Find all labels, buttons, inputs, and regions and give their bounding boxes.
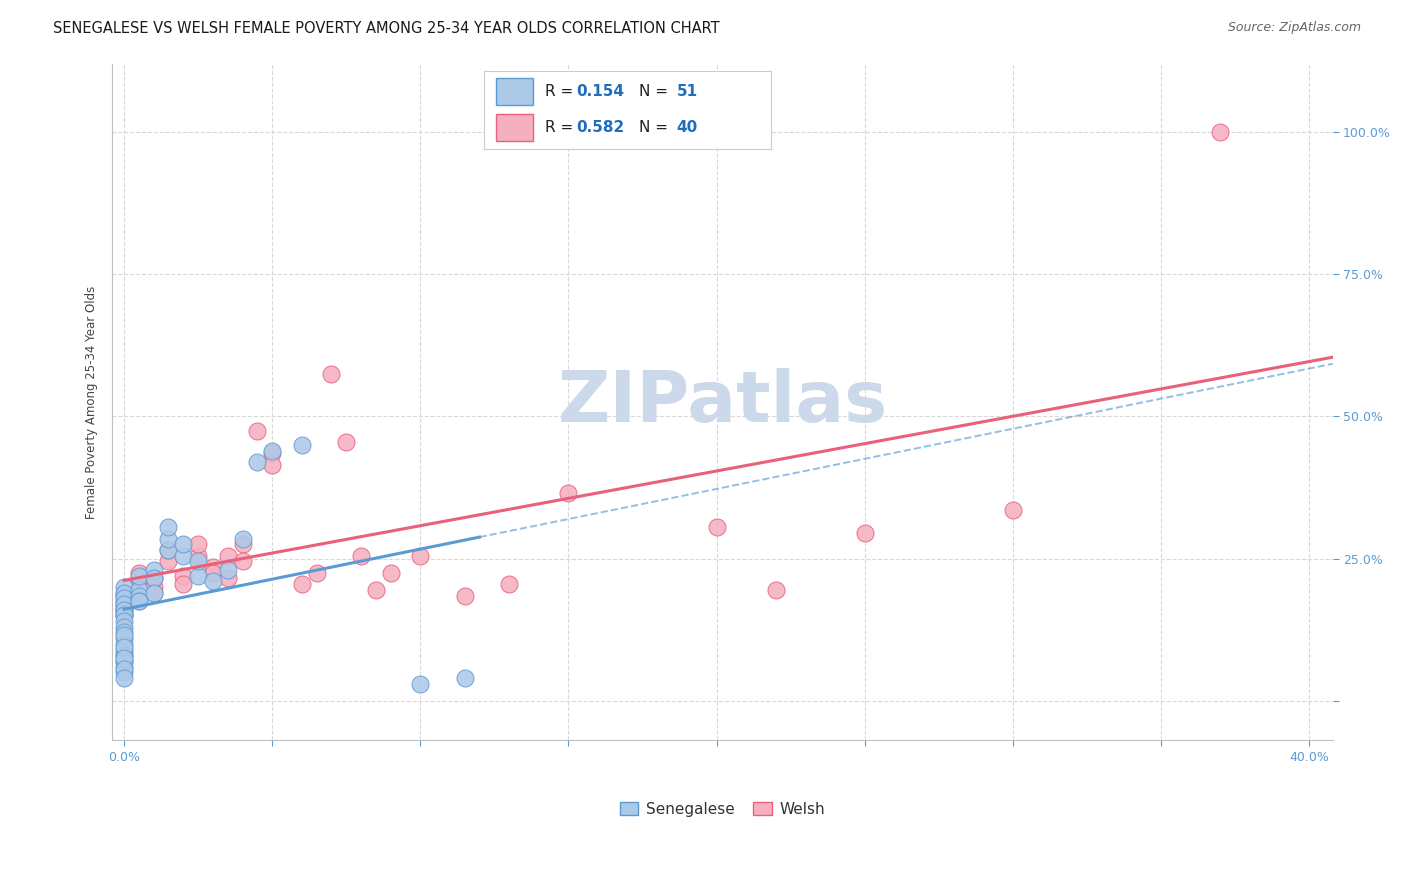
Point	[112, 594, 135, 608]
Point	[853, 526, 876, 541]
Point	[112, 585, 135, 599]
Point	[187, 554, 209, 568]
Point	[305, 566, 328, 580]
Point	[112, 603, 135, 617]
Point	[765, 582, 787, 597]
Y-axis label: Female Poverty Among 25-34 Year Olds: Female Poverty Among 25-34 Year Olds	[86, 285, 98, 519]
Point	[291, 577, 314, 591]
Point	[112, 608, 135, 623]
Point	[262, 458, 284, 472]
Point	[380, 566, 402, 580]
Point	[187, 568, 209, 582]
Point	[172, 537, 194, 551]
Point	[1001, 503, 1024, 517]
Point	[112, 603, 135, 617]
Point	[112, 628, 135, 642]
Point	[142, 563, 165, 577]
Point	[201, 574, 224, 589]
Point	[217, 549, 239, 563]
Point	[291, 438, 314, 452]
Point	[112, 654, 135, 668]
Point	[142, 572, 165, 586]
Point	[112, 648, 135, 663]
Point	[112, 651, 135, 665]
Point	[112, 608, 135, 623]
Point	[409, 549, 432, 563]
Point	[112, 637, 135, 651]
Point	[1209, 125, 1232, 139]
Point	[112, 608, 135, 623]
Point	[112, 614, 135, 628]
Point	[187, 549, 209, 563]
Point	[112, 662, 135, 676]
Point	[232, 532, 254, 546]
Point	[262, 443, 284, 458]
Point	[706, 520, 728, 534]
Point	[246, 424, 269, 438]
Point	[128, 566, 150, 580]
Point	[454, 589, 477, 603]
Point	[350, 549, 373, 563]
Point	[217, 563, 239, 577]
Point	[112, 597, 135, 611]
Point	[201, 566, 224, 580]
Point	[157, 532, 180, 546]
Point	[335, 435, 357, 450]
Point	[172, 568, 194, 582]
Point	[232, 554, 254, 568]
Point	[112, 659, 135, 673]
Point	[112, 580, 135, 594]
Point	[232, 537, 254, 551]
Point	[409, 676, 432, 690]
Point	[187, 537, 209, 551]
Point	[128, 582, 150, 597]
Point	[557, 486, 579, 500]
Point	[246, 455, 269, 469]
Point	[201, 560, 224, 574]
Point	[128, 572, 150, 586]
Text: ZIPatlas: ZIPatlas	[557, 368, 887, 437]
Point	[157, 543, 180, 558]
Point	[112, 671, 135, 685]
Point	[112, 620, 135, 634]
Point	[142, 580, 165, 594]
Point	[112, 648, 135, 663]
Point	[172, 549, 194, 563]
Point	[321, 367, 343, 381]
Point	[128, 568, 150, 582]
Point	[217, 572, 239, 586]
Point	[262, 446, 284, 460]
Point	[112, 599, 135, 614]
Point	[364, 582, 387, 597]
Point	[112, 631, 135, 645]
Point	[112, 585, 135, 599]
Point	[454, 671, 477, 685]
Point	[142, 572, 165, 586]
Point	[112, 654, 135, 668]
Point	[157, 520, 180, 534]
Point	[142, 585, 165, 599]
Point	[112, 597, 135, 611]
Point	[112, 665, 135, 680]
Point	[112, 642, 135, 657]
Point	[157, 554, 180, 568]
Point	[112, 625, 135, 640]
Point	[498, 577, 520, 591]
Point	[142, 585, 165, 599]
Point	[112, 589, 135, 603]
Point	[128, 589, 150, 603]
Point	[112, 640, 135, 654]
Text: Source: ZipAtlas.com: Source: ZipAtlas.com	[1227, 21, 1361, 34]
Point	[157, 543, 180, 558]
Point	[112, 591, 135, 606]
Point	[172, 577, 194, 591]
Point	[112, 603, 135, 617]
Point	[128, 594, 150, 608]
Legend: Senegalese, Welsh: Senegalese, Welsh	[614, 796, 831, 822]
Text: SENEGALESE VS WELSH FEMALE POVERTY AMONG 25-34 YEAR OLDS CORRELATION CHART: SENEGALESE VS WELSH FEMALE POVERTY AMONG…	[53, 21, 720, 36]
Point	[128, 594, 150, 608]
